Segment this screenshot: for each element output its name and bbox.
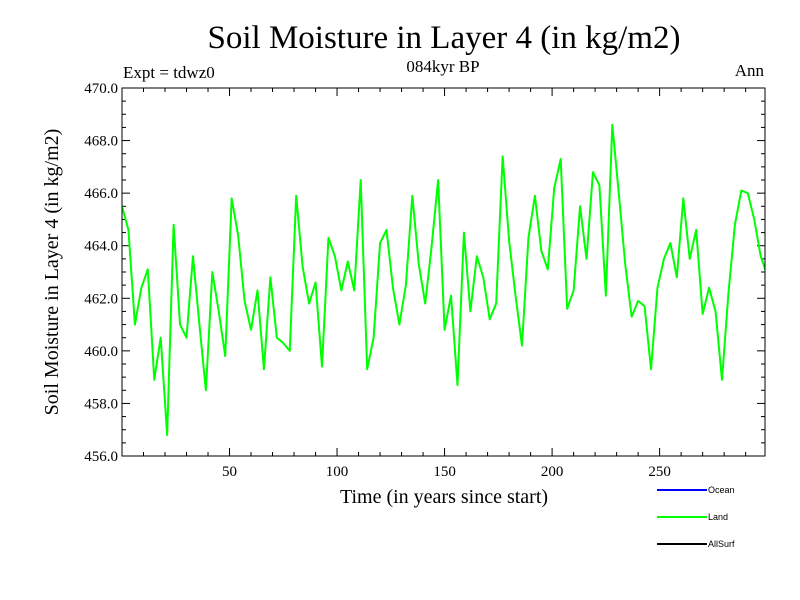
plot-frame: [121, 87, 766, 457]
x-tick-label: 100: [326, 464, 349, 480]
experiment-label: Expt = tdwz0: [123, 63, 215, 82]
chart-title: Soil Moisture in Layer 4 (in kg/m2): [208, 20, 681, 56]
x-tick-label: 50: [222, 464, 237, 480]
y-tick-labels: 456.0 458.0 460.0 462.0 464.0 466.0 468.0 470.0: [84, 81, 118, 465]
x-tick-label: 200: [541, 464, 564, 480]
x-axis-label: Time (in years since start): [340, 486, 548, 508]
y-tick-label: 468.0: [84, 134, 118, 150]
legend-label-allsurf: AllSurf: [708, 539, 735, 549]
x-tick-label: 150: [433, 464, 456, 480]
season-label: Ann: [735, 61, 765, 80]
series-line-land: [122, 123, 765, 436]
chart-subtitle: 084kyr BP: [406, 57, 479, 76]
y-ticks: [122, 87, 765, 457]
y-tick-label: 460.0: [84, 344, 118, 360]
legend-label-ocean: Ocean: [708, 485, 735, 495]
y-tick-label: 464.0: [84, 239, 118, 255]
y-tick-label: 470.0: [84, 81, 118, 97]
y-tick-label: 458.0: [84, 396, 118, 412]
x-tick-labels: 50 100 150 200 250: [222, 464, 671, 480]
y-axis-label: Soil Moisture in Layer 4 (in kg/m2): [41, 129, 63, 416]
x-tick-label: 250: [648, 464, 671, 480]
y-tick-label: 462.0: [84, 291, 118, 307]
x-ticks: [143, 88, 747, 456]
y-tick-label: 456.0: [84, 449, 118, 465]
plot-area-clip: [122, 123, 765, 436]
y-tick-label: 466.0: [84, 186, 118, 202]
legend-label-land: Land: [708, 512, 728, 522]
legend: Ocean Land AllSurf: [657, 485, 735, 549]
